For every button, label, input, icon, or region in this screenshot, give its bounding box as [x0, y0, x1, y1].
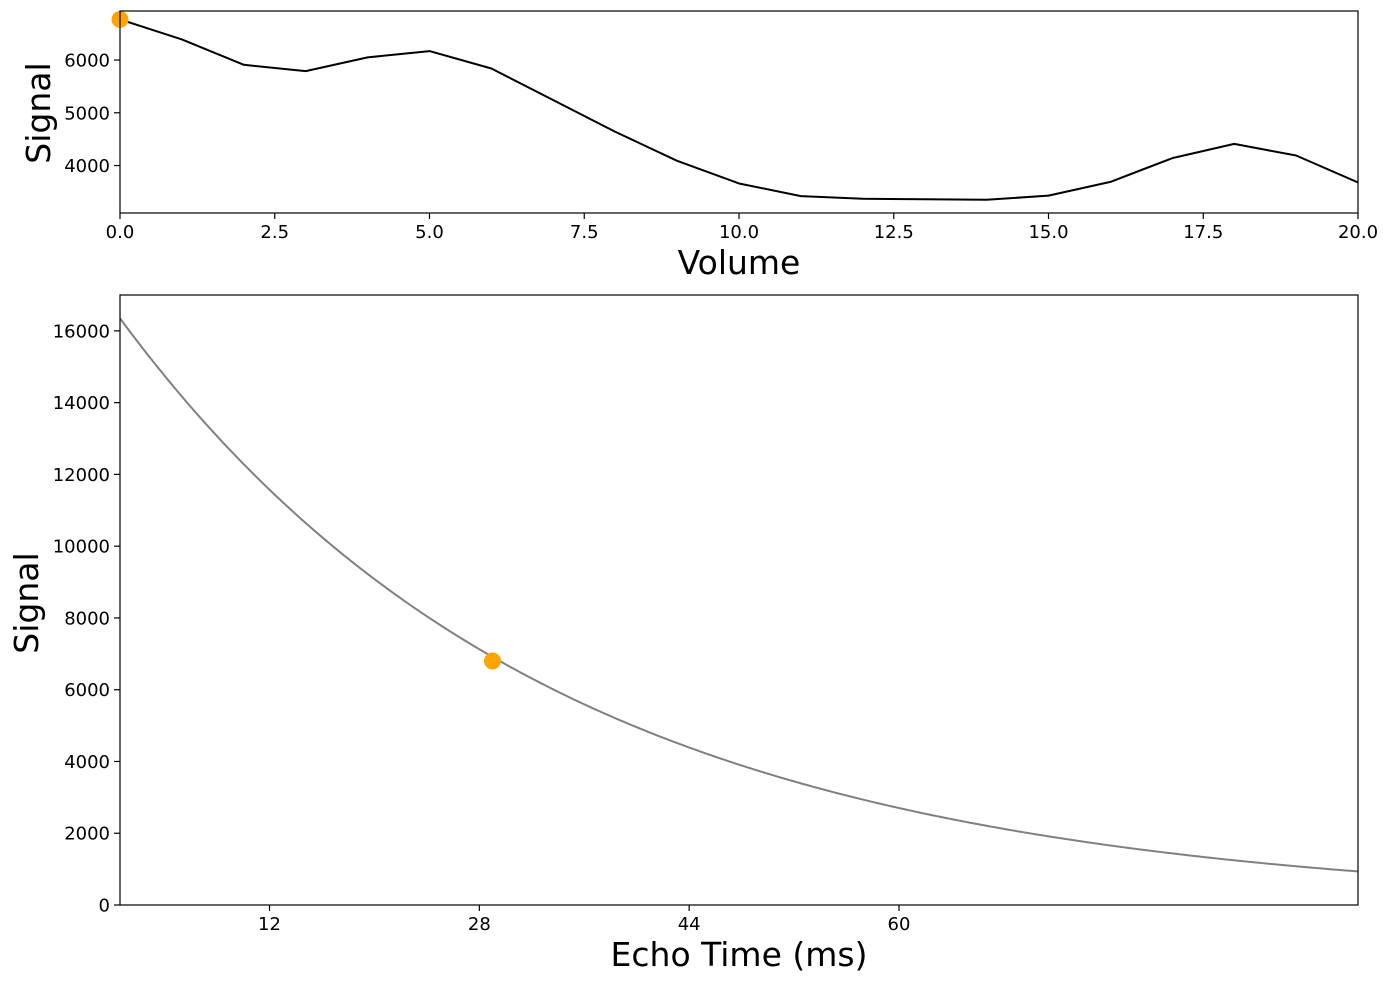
y-tick-label: 10000: [53, 537, 110, 558]
echo-time-chart-frame: [119, 294, 1359, 906]
x-tick-label: 28: [468, 914, 491, 935]
x-tick-label: 12.5: [874, 222, 914, 243]
y-tick-label: 6000: [64, 680, 110, 701]
series-line-0: [120, 18, 1358, 201]
echo-time-y-axis: 0 2000 4000 6000 8000 10000 12000 14000 16000: [53, 321, 120, 917]
x-tick-label: 20.0: [1338, 222, 1378, 243]
x-tick-label: 10.0: [719, 222, 759, 243]
echo-time-chart-marks: [120, 317, 1358, 873]
y-tick-label: 0: [99, 896, 110, 917]
y-tick-label: 8000: [64, 608, 110, 629]
x-tick-label: 2.5: [260, 222, 289, 243]
volume-signal-chart: 0.0 2.5 5.0 7.5 10.0 12.5 15.0 17.5 20.0 4000 500…: [19, 10, 1378, 282]
series-line-0: [120, 317, 1358, 873]
echo-time-y-axis-label: Signal: [7, 552, 46, 653]
y-tick-label: 6000: [64, 51, 110, 72]
echo-time-signal-chart: 12 28 44 60 0 2000 4000 6000 8000 10000 12000 1400…: [7, 294, 1359, 974]
y-tick-label: 2000: [64, 824, 110, 845]
y-tick-label: 16000: [53, 321, 110, 342]
plot-area: [120, 317, 1358, 873]
x-tick-label: 17.5: [1183, 222, 1223, 243]
x-tick-label: 7.5: [570, 222, 599, 243]
volume-x-axis: 0.0 2.5 5.0 7.5 10.0 12.5 15.0 17.5 20.0: [106, 213, 1378, 243]
y-tick-label: 4000: [64, 156, 110, 177]
volume-y-axis-label: Signal: [19, 62, 58, 163]
x-tick-label: 0.0: [106, 222, 135, 243]
x-tick-label: 60: [888, 914, 911, 935]
x-tick-label: 12: [258, 914, 281, 935]
x-tick-label: 15.0: [1028, 222, 1068, 243]
highlight-point: [483, 652, 501, 670]
x-tick-label: 44: [678, 914, 701, 935]
y-tick-label: 14000: [53, 393, 110, 414]
volume-y-axis: 4000 5000 6000: [64, 51, 120, 177]
y-tick-label: 12000: [53, 465, 110, 486]
volume-x-axis-label: Volume: [678, 243, 801, 282]
y-tick-label: 4000: [64, 752, 110, 773]
echo-time-x-axis: 12 28 44 60: [258, 905, 910, 935]
x-tick-label: 5.0: [415, 222, 444, 243]
echo-time-x-axis-label: Echo Time (ms): [611, 935, 868, 974]
plot-area: [120, 18, 1358, 201]
volume-chart-marks: [111, 10, 1358, 201]
y-tick-label: 5000: [64, 103, 110, 124]
